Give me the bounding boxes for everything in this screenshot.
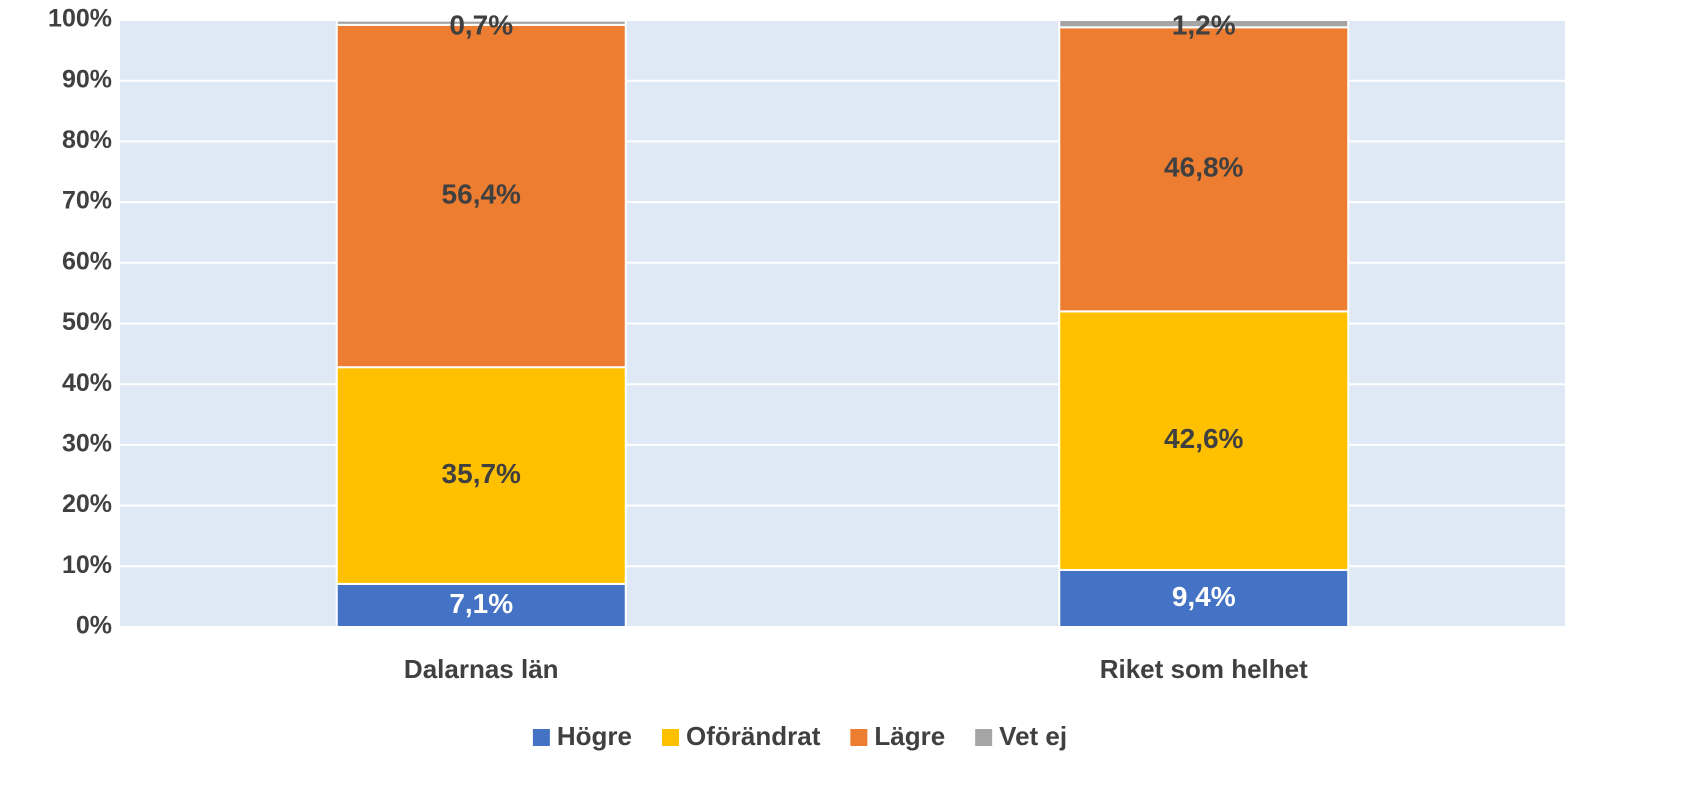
y-tick-label: 80% — [62, 126, 112, 154]
value-label: 0,7% — [449, 9, 513, 40]
x-tick-label: Dalarnas län — [404, 654, 559, 684]
value-label: 35,7% — [442, 458, 521, 489]
y-tick-label: 20% — [62, 490, 112, 518]
value-label: 42,6% — [1164, 423, 1243, 454]
bar-segment — [1058, 26, 1350, 313]
bar-segment — [1058, 568, 1350, 629]
legend-label: Lägre — [874, 721, 945, 751]
bar-segment — [1058, 310, 1350, 571]
bar-segment — [335, 582, 627, 629]
y-tick-label: 0% — [76, 612, 112, 640]
legend-label: Vet ej — [999, 721, 1067, 751]
y-tick-label: 100% — [48, 5, 112, 33]
legend-swatch — [975, 729, 993, 746]
y-tick-label: 90% — [62, 65, 112, 93]
bar-segment — [335, 19, 627, 26]
y-tick-label: 60% — [62, 247, 112, 275]
y-tick-label: 30% — [62, 430, 112, 458]
legend-swatch — [850, 729, 868, 746]
legend-swatch — [532, 729, 550, 746]
legend-label: Oförändrat — [686, 721, 821, 751]
value-label: 7,1% — [449, 588, 513, 619]
y-tick-label: 50% — [62, 308, 112, 336]
x-tick-label: Riket som helhet — [1100, 654, 1308, 684]
y-tick-label: 10% — [62, 551, 112, 579]
bar-segment — [1058, 19, 1350, 29]
value-label: 46,8% — [1164, 152, 1243, 183]
value-label: 9,4% — [1172, 581, 1236, 612]
bar-segment — [335, 23, 627, 369]
legend-swatch — [662, 729, 680, 746]
y-tick-label: 70% — [62, 187, 112, 215]
value-label: 56,4% — [442, 178, 521, 209]
value-label: 1,2% — [1172, 9, 1236, 40]
y-tick-label: 40% — [62, 369, 112, 397]
legend-label: Högre — [557, 721, 632, 751]
bar-segment — [335, 366, 627, 585]
